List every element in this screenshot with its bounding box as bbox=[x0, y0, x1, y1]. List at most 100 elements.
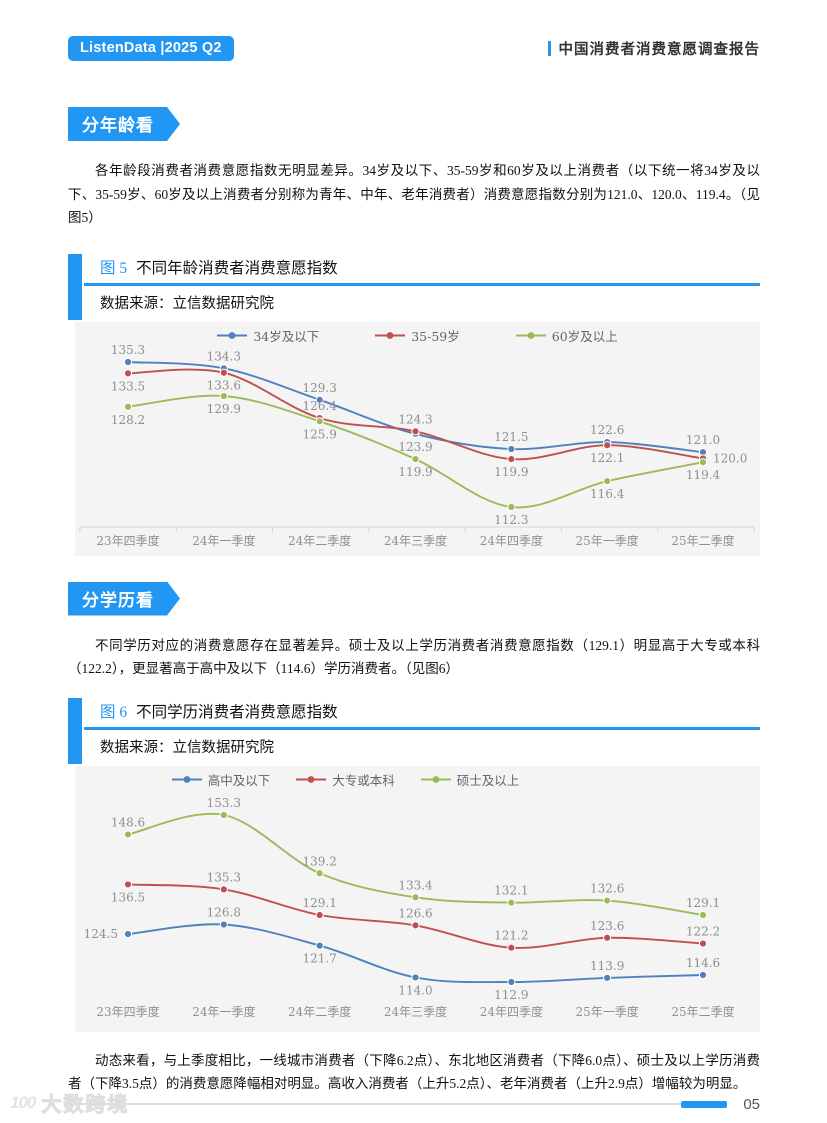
legend-marker-icon bbox=[171, 776, 202, 783]
data-point-dot bbox=[123, 929, 133, 938]
chart-age-plot: 23年四季度 24年一季度 24年二季度 24年三季度 24年四季度 25年一季度 25年二… bbox=[79, 344, 755, 548]
data-point-label: 133.4 bbox=[398, 878, 433, 892]
data-point-label: 133.5 bbox=[111, 379, 145, 393]
data-point-dot bbox=[507, 454, 516, 463]
data-point-label: 125.9 bbox=[302, 427, 336, 441]
watermark-text: 大数跨境 bbox=[41, 1094, 130, 1117]
data-point-dot bbox=[603, 933, 612, 942]
watermark-logo-icon: 100 bbox=[10, 1092, 36, 1112]
data-point-dot bbox=[315, 941, 324, 950]
data-point-dot bbox=[698, 910, 708, 919]
footer-accent-bar bbox=[681, 1100, 728, 1108]
figure-5-tag: 图 5 bbox=[100, 259, 128, 277]
data-point-dot bbox=[411, 454, 420, 463]
page-footer: 05 bbox=[68, 1096, 760, 1113]
chart-education-legend: 高中及以下 大专或本科 硕士及以上 bbox=[3, 772, 688, 788]
x-axis-label: 24年一季度 bbox=[192, 1004, 255, 1019]
figure-5-header: 图 5 不同年龄消费者消费意愿指数 数据来源：立信数据研究院 bbox=[68, 253, 760, 320]
data-point-dot bbox=[219, 368, 228, 377]
data-point-dot bbox=[603, 895, 612, 905]
page-number: 05 bbox=[743, 1095, 760, 1113]
data-point-dot bbox=[219, 391, 228, 400]
data-point-label: 122.6 bbox=[590, 423, 624, 437]
data-point-dot bbox=[123, 879, 133, 889]
figure-6-title-text: 不同学历消费者消费意愿指数 bbox=[136, 703, 338, 721]
data-point-dot bbox=[411, 972, 420, 982]
x-axis-label: 24年一季度 bbox=[192, 533, 255, 548]
data-point-dot bbox=[698, 970, 708, 979]
paragraph-age: 各年龄段消费者消费意愿指数无明显差异。34岁及以下、35-59岁和60岁及以上消… bbox=[68, 163, 760, 225]
x-axis-label: 25年一季度 bbox=[576, 533, 639, 548]
data-point-label: 136.5 bbox=[111, 890, 145, 904]
figure-title-rule bbox=[84, 726, 760, 730]
data-point-dot bbox=[603, 973, 612, 982]
data-point-label: 116.4 bbox=[590, 487, 625, 501]
x-axis-label: 25年一季度 bbox=[576, 1004, 639, 1019]
figure-5-title: 图 5 不同年龄消费者消费意愿指数 bbox=[68, 254, 760, 283]
data-point-label: 134.3 bbox=[207, 349, 241, 363]
data-point-label: 114.0 bbox=[398, 983, 432, 997]
x-axis-label: 24年三季度 bbox=[384, 1004, 447, 1019]
data-point-label: 148.6 bbox=[111, 815, 145, 829]
report-title-text: 中国消费者消费意愿调查报告 bbox=[558, 42, 760, 58]
chart-education: 高中及以下 大专或本科 硕士及以上 23年四季度 24年一季度 24年二季度 24年三季度… bbox=[75, 765, 760, 1032]
legend-item: 高中及以下 bbox=[171, 770, 270, 789]
data-point-dot bbox=[315, 910, 324, 919]
legend-label: 硕士及以上 bbox=[456, 773, 520, 788]
x-axis-label: 23年四季度 bbox=[96, 533, 159, 548]
data-point-label: 112.9 bbox=[494, 988, 528, 1002]
page-header: ListenData |2025 Q2 中国消费者消费意愿调查报告 bbox=[68, 36, 760, 61]
data-point-dot bbox=[603, 476, 612, 485]
data-point-dot bbox=[507, 898, 516, 907]
chart-age: 34岁及以下 35-59岁 60岁及以上 23年四季度 24年一季度 24年二季度 24年… bbox=[75, 321, 760, 556]
x-axis-label: 24年二季度 bbox=[288, 533, 351, 548]
legend-label: 34岁及以下 bbox=[253, 329, 320, 344]
x-axis-label: 24年三季度 bbox=[384, 533, 447, 548]
data-point-dot bbox=[219, 884, 228, 894]
data-point-label: 123.9 bbox=[398, 439, 432, 453]
data-point-dot bbox=[123, 368, 133, 377]
x-axis-label: 25年二季度 bbox=[671, 1004, 734, 1019]
data-point-dot bbox=[507, 943, 516, 952]
legend-item: 35-59岁 bbox=[375, 326, 460, 345]
legend-marker-icon bbox=[515, 332, 546, 339]
data-point-label: 132.1 bbox=[494, 883, 528, 897]
figure-6-header: 图 6 不同学历消费者消费意愿指数 数据来源：立信数据研究院 bbox=[68, 697, 760, 764]
legend-marker-icon bbox=[296, 776, 327, 783]
figure-6-title: 图 6 不同学历消费者消费意愿指数 bbox=[68, 698, 760, 727]
data-point-label: 129.9 bbox=[207, 402, 241, 416]
figure-accent-bar bbox=[68, 697, 82, 764]
data-point-label: 128.2 bbox=[111, 412, 145, 426]
data-point-label: 129.1 bbox=[302, 896, 336, 910]
chart-age-legend: 34岁及以下 35-59岁 60岁及以上 bbox=[75, 328, 760, 344]
data-point-label: 124.3 bbox=[398, 412, 432, 426]
data-point-label: 135.3 bbox=[111, 344, 145, 357]
data-point-label: 126.6 bbox=[398, 906, 432, 920]
data-point-dot bbox=[507, 977, 516, 986]
x-axis-label: 24年四季度 bbox=[480, 533, 543, 548]
data-point-label: 121.0 bbox=[686, 433, 720, 447]
data-point-label: 153.3 bbox=[207, 796, 241, 810]
figure-accent-bar bbox=[68, 253, 82, 320]
legend-item: 60岁及以上 bbox=[515, 326, 618, 345]
data-point-label: 121.2 bbox=[494, 928, 528, 942]
closing-paragraph: 动态来看，与上季度相比，一线城市消费者（下降6.2点）、东北地区消费者（下降6.… bbox=[68, 1052, 760, 1092]
legend-label: 大专或本科 bbox=[332, 773, 395, 788]
paragraph-education: 不同学历对应的消费意愿存在显著差异。硕士及以上学历消费者消费意愿指数（129.1… bbox=[68, 637, 760, 677]
x-axis-label: 24年二季度 bbox=[288, 1004, 351, 1019]
data-point-label: 113.9 bbox=[590, 958, 624, 972]
data-point-dot bbox=[219, 810, 228, 819]
figure-5-source: 数据来源：立信数据研究院 bbox=[100, 295, 274, 312]
figure-5-title-text: 不同年龄消费者消费意愿指数 bbox=[136, 259, 338, 277]
legend-label: 60岁及以上 bbox=[551, 329, 618, 344]
watermark: 100 大数跨境 bbox=[10, 1088, 129, 1117]
data-point-dot bbox=[123, 402, 133, 411]
figure-6-tag: 图 6 bbox=[100, 703, 128, 721]
brand-badge: ListenData |2025 Q2 bbox=[68, 36, 234, 61]
data-point-label: 123.6 bbox=[590, 918, 624, 932]
figure-title-rule bbox=[84, 282, 760, 286]
x-axis bbox=[79, 526, 755, 532]
footer-divider bbox=[68, 1103, 686, 1105]
data-point-label: 114.6 bbox=[686, 955, 720, 969]
